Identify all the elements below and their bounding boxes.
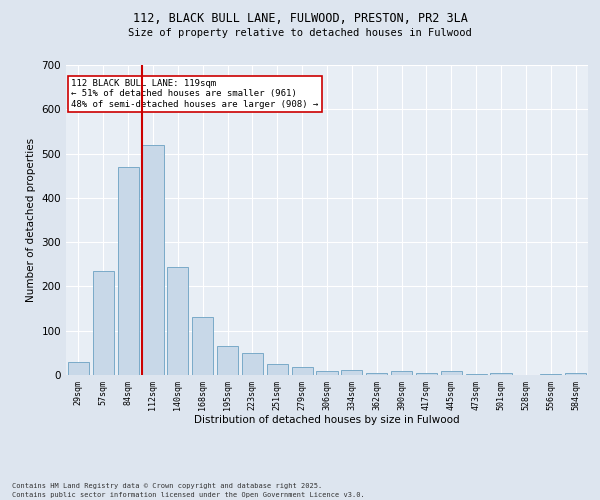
Bar [416, 373, 437, 375]
Bar [292, 367, 313, 375]
Bar [441, 372, 462, 375]
Bar [118, 167, 139, 375]
Bar [217, 346, 238, 375]
Bar [93, 271, 114, 375]
Bar [565, 373, 586, 375]
Text: 112, BLACK BULL LANE, FULWOOD, PRESTON, PR2 3LA: 112, BLACK BULL LANE, FULWOOD, PRESTON, … [133, 12, 467, 26]
Bar [366, 373, 387, 375]
Bar [192, 318, 213, 375]
Bar [490, 373, 512, 375]
Bar [316, 372, 338, 375]
Bar [167, 266, 188, 375]
Bar [242, 353, 263, 375]
Bar [466, 374, 487, 375]
Text: Size of property relative to detached houses in Fulwood: Size of property relative to detached ho… [128, 28, 472, 38]
Bar [341, 370, 362, 375]
Text: Contains public sector information licensed under the Open Government Licence v3: Contains public sector information licen… [12, 492, 365, 498]
Bar [267, 364, 288, 375]
Text: 112 BLACK BULL LANE: 119sqm
← 51% of detached houses are smaller (961)
48% of se: 112 BLACK BULL LANE: 119sqm ← 51% of det… [71, 79, 319, 109]
Text: Contains HM Land Registry data © Crown copyright and database right 2025.: Contains HM Land Registry data © Crown c… [12, 483, 322, 489]
X-axis label: Distribution of detached houses by size in Fulwood: Distribution of detached houses by size … [194, 416, 460, 426]
Bar [142, 144, 164, 375]
Bar [391, 372, 412, 375]
Bar [68, 362, 89, 375]
Bar [540, 374, 561, 375]
Y-axis label: Number of detached properties: Number of detached properties [26, 138, 36, 302]
